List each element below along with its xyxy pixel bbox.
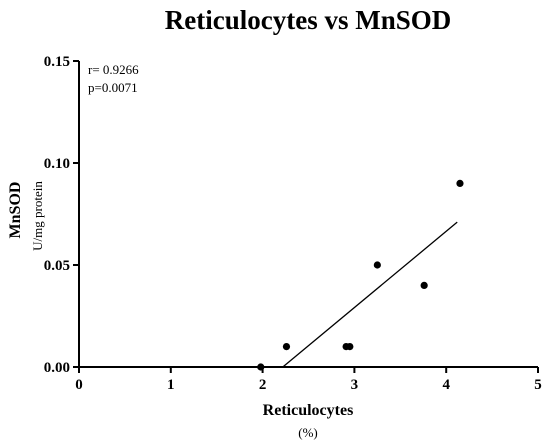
data-point	[257, 363, 265, 371]
regression-line	[282, 221, 458, 368]
x-ticks: 0 1 2 3 4 5	[75, 367, 542, 393]
y-tick-label: 0.15	[44, 54, 70, 70]
x-tick-label: 4	[442, 377, 450, 393]
y-axis-unit: U/mg protein	[30, 181, 45, 251]
data-point	[373, 261, 381, 269]
x-tick-label: 2	[259, 377, 267, 393]
data-point	[282, 343, 291, 351]
y-axis-label: MnSOD	[7, 182, 24, 239]
chart-title: Reticulocytes vs MnSOD	[165, 5, 451, 35]
data-point	[346, 343, 354, 351]
data-points	[257, 179, 464, 371]
x-tick-label: 5	[534, 377, 542, 393]
data-point	[456, 179, 464, 187]
y-tick-label: 0.10	[44, 156, 70, 172]
annotation-p: p=0.0071	[88, 80, 138, 95]
axes	[78, 61, 538, 368]
fit-line-group	[282, 221, 458, 368]
x-axis-unit: (%)	[298, 425, 318, 440]
x-tick-label: 1	[167, 377, 175, 393]
y-ticks: 0.00 0.05 0.10 0.15	[44, 54, 79, 376]
annotation-r: r= 0.9266	[88, 62, 139, 77]
x-tick-label: 3	[351, 377, 359, 393]
x-tick-label: 0	[75, 377, 83, 393]
data-point	[420, 281, 428, 289]
x-axis-label: Reticulocytes	[263, 402, 354, 419]
y-tick-label: 0.00	[44, 360, 70, 376]
y-tick-label: 0.05	[44, 258, 70, 274]
